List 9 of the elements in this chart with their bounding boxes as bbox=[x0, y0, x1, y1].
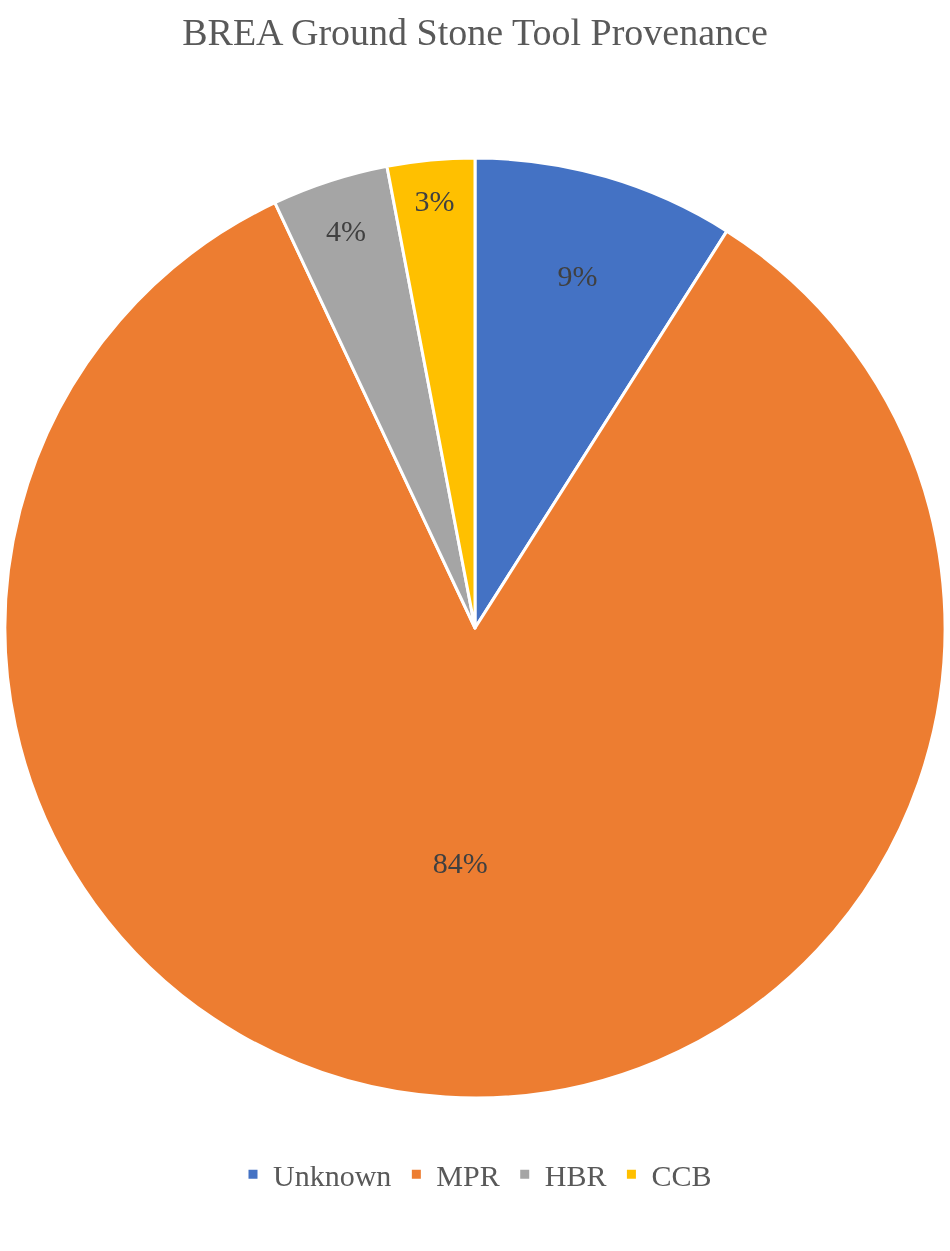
legend-label: CCB bbox=[651, 1159, 712, 1192]
data-label: 84% bbox=[432, 846, 488, 880]
chart-title: BREA Ground Stone Tool Provenance bbox=[182, 11, 768, 54]
legend-label: Unknown bbox=[273, 1159, 392, 1192]
data-label: 3% bbox=[414, 183, 455, 217]
legend-label: MPR bbox=[436, 1159, 500, 1192]
data-label: 4% bbox=[325, 214, 366, 248]
legend-label: HBR bbox=[544, 1159, 607, 1192]
data-label: 9% bbox=[557, 258, 598, 292]
